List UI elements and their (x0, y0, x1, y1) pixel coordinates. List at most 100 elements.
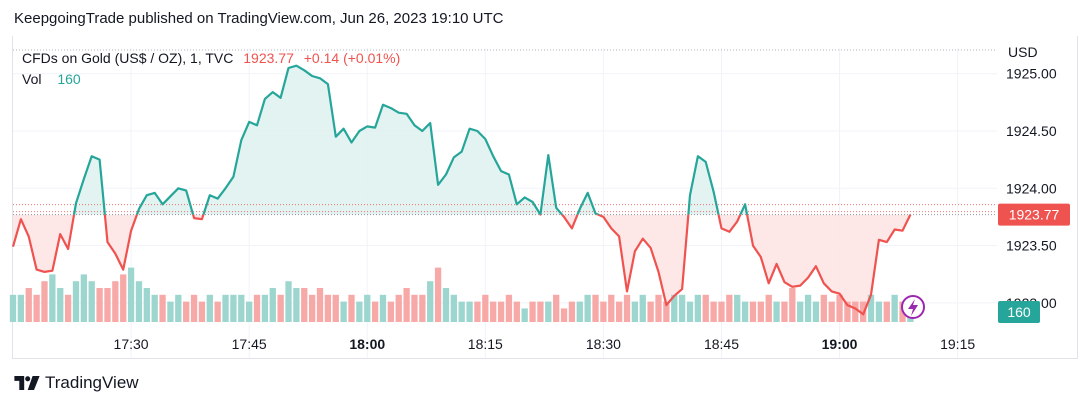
volume-bar (631, 301, 639, 322)
price-tick-label: 1924.50 (1006, 123, 1057, 139)
volume-bar (190, 294, 198, 322)
volume-bar (828, 301, 835, 322)
time-tick-label: 19:15 (940, 336, 975, 352)
volume-bar (710, 301, 717, 322)
volume-bar (576, 301, 583, 322)
price-tick-label: 1925.00 (1006, 66, 1057, 82)
area-fill-layer (13, 65, 911, 315)
time-tick-label: 18:15 (468, 336, 503, 352)
price-tag-label: 1923.77 (1009, 207, 1060, 223)
volume-bar (560, 308, 568, 322)
volume-bar (371, 301, 379, 322)
volume-tag-bg (998, 301, 1040, 323)
volume-bar (521, 308, 528, 322)
volume-bar (332, 294, 339, 322)
volume-bar (301, 288, 308, 322)
symbol-label[interactable]: CFDs on Gold (US$ / OZ), 1, TVC (22, 50, 234, 66)
volume-bar (765, 294, 772, 322)
volume-bar (655, 294, 662, 322)
time-tick-label: 18:45 (704, 336, 739, 352)
volume-bar (442, 288, 450, 322)
volume-bar (623, 294, 631, 322)
brand-name: TradingView (45, 373, 139, 392)
price-change: +0.14 (+0.01%) (303, 50, 401, 66)
volume-tag-label: 160 (1007, 304, 1031, 320)
volume-label[interactable]: Vol (22, 71, 42, 87)
volume-bar (395, 294, 402, 322)
price-tick-label: 1924.00 (1006, 180, 1057, 196)
volume-bar (671, 294, 678, 322)
volume-bar (545, 301, 552, 322)
volume-bar (167, 301, 174, 322)
volume-bar (33, 294, 40, 322)
chart-legend: CFDs on Gold (US$ / OZ), 1, TVC 1923.77 … (22, 48, 400, 90)
volume-bar (529, 301, 536, 322)
volume-bar (127, 267, 135, 322)
volume-bar (718, 301, 725, 322)
volume-bar (88, 281, 95, 322)
volume-bar (120, 274, 127, 322)
volume-bar (135, 281, 143, 322)
time-tick-label: 19:00 (822, 336, 858, 352)
volume-bar (316, 288, 324, 322)
volume-bar (411, 294, 418, 322)
volume-bar (749, 301, 757, 322)
volume-bar (482, 294, 489, 322)
volume-bar (49, 274, 56, 322)
volume-bar (600, 301, 607, 322)
volume-bar (789, 288, 796, 322)
volume-bar (72, 281, 80, 322)
volume-bar (741, 301, 749, 322)
volume-bar (64, 294, 72, 322)
volume-bar (726, 294, 733, 322)
volume-bar (891, 294, 898, 322)
volume-bar (427, 281, 434, 322)
volume-bar (812, 301, 820, 322)
volume-bar (608, 294, 615, 322)
tradingview-brand[interactable]: TradingView (14, 373, 139, 393)
volume-bar (836, 294, 843, 322)
volume-value: 160 (57, 71, 81, 87)
volume-bar (364, 294, 371, 322)
volume-bar (183, 301, 190, 322)
volume-bar (175, 294, 182, 322)
time-axis: 17:30 17:45 18:00 18:15 18:30 18:45 19:00 19:15 (114, 336, 976, 352)
time-tick-label: 18:00 (349, 336, 385, 352)
volume-bar (513, 301, 520, 322)
volume-bar (41, 281, 48, 322)
axis-tags: 1923.77 160 (998, 203, 1070, 323)
volume-bar (151, 294, 158, 322)
chart-frame (12, 36, 1078, 359)
volume-bar (25, 288, 32, 322)
volume-bar (450, 294, 457, 322)
price-line-below (11, 214, 912, 316)
volume-bar (702, 294, 709, 322)
volume-bar (340, 301, 347, 322)
time-tick-label: 17:30 (114, 336, 149, 352)
currency-label[interactable]: USD (1008, 44, 1038, 60)
volume-bar (584, 294, 591, 322)
price-line-layer (11, 64, 912, 316)
volume-bar (57, 288, 64, 322)
volume-bar (883, 301, 890, 322)
volume-bar (96, 288, 103, 322)
volume-bar (198, 301, 206, 322)
volume-bar (474, 301, 481, 322)
volume-bar (497, 301, 505, 322)
lightning-icon[interactable] (901, 295, 925, 319)
volume-bar (387, 301, 395, 322)
volume-bar (246, 301, 253, 322)
volume-bar (356, 301, 363, 322)
volume-bar (797, 301, 804, 322)
volume-bar (734, 294, 741, 322)
volume-bar (804, 294, 812, 322)
volume-bar (238, 294, 245, 322)
volume-bar (285, 281, 292, 322)
volume-bar (419, 294, 426, 322)
volume-bar (867, 294, 875, 322)
volume-bar (678, 294, 686, 322)
volume-bar (308, 294, 316, 322)
volume-bar (458, 301, 465, 322)
volume-bar (403, 288, 410, 322)
